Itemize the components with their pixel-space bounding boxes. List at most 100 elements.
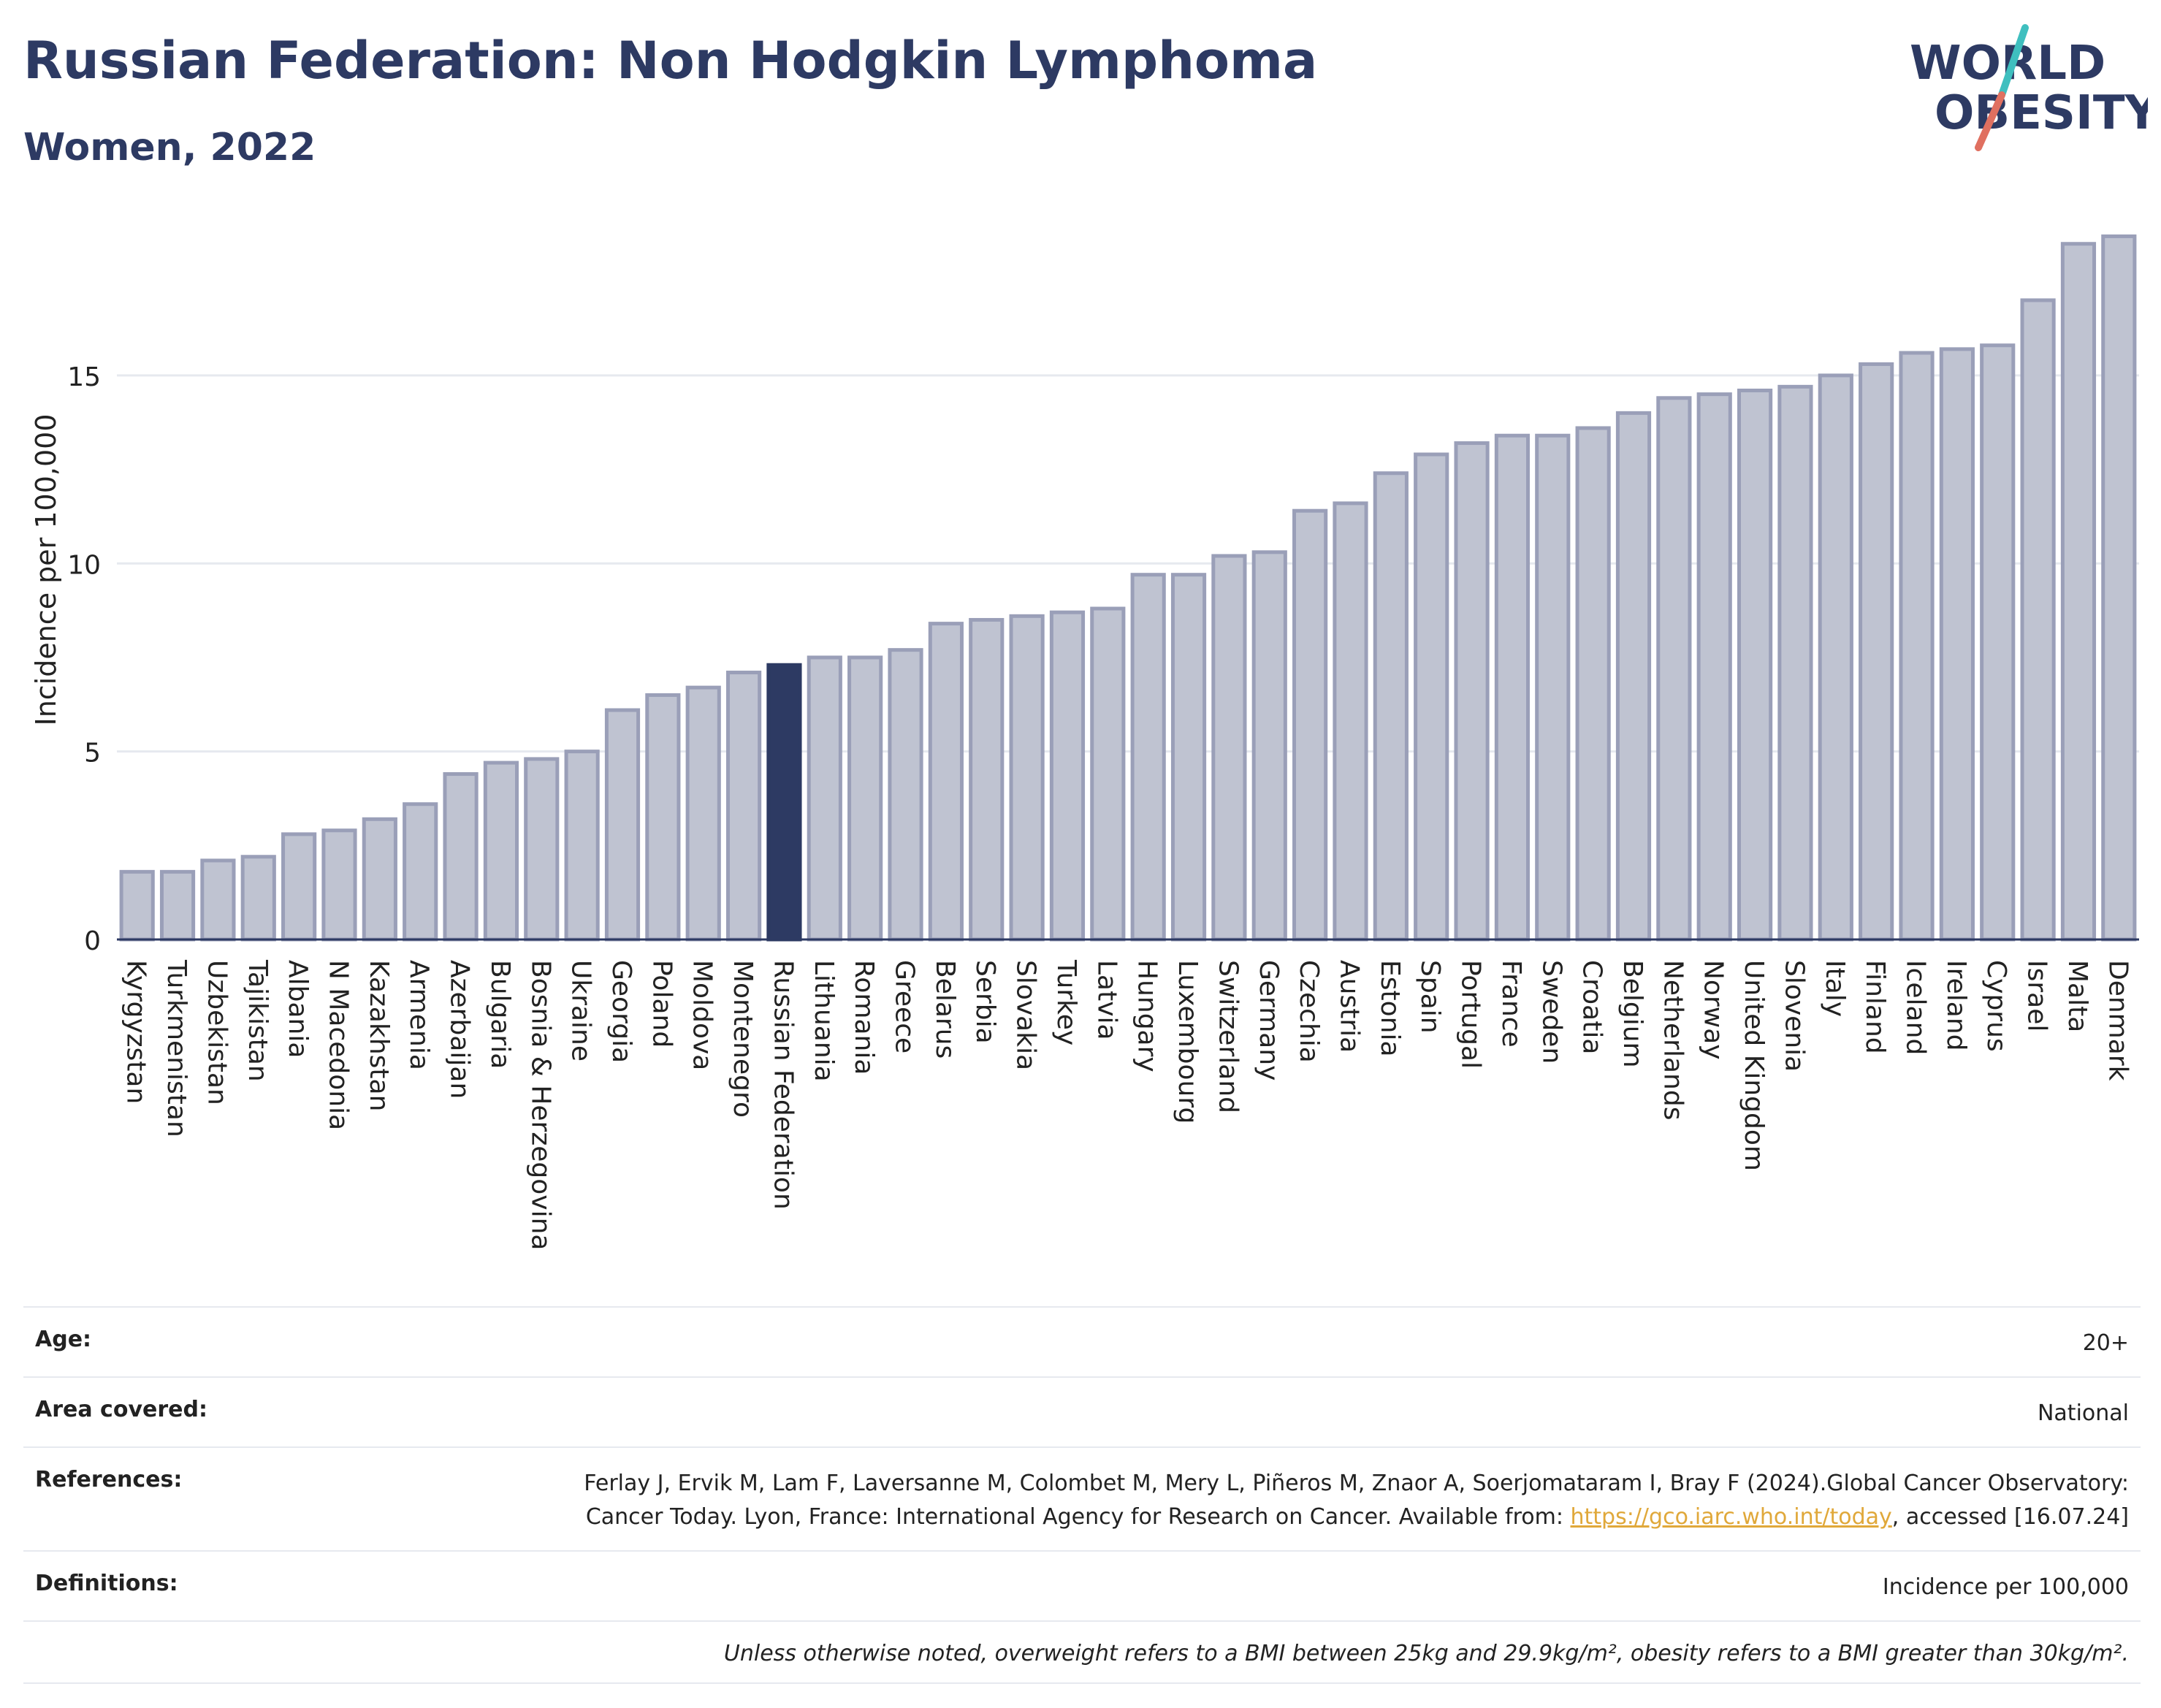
meta-value: 20+ <box>2082 1330 2129 1356</box>
bar-moldova <box>685 685 721 942</box>
bar-serbia <box>969 617 1005 942</box>
x-tick-label: Hungary <box>1132 960 1162 1072</box>
logo-line2: OBESITY <box>1935 86 2148 140</box>
bar-finland <box>1859 362 1894 942</box>
bar-azerbaijan <box>443 772 479 942</box>
x-tick-label: Finland <box>1860 960 1890 1054</box>
x-tick-label: Spain <box>1415 960 1445 1034</box>
meta-label: Area covered: <box>35 1397 207 1422</box>
meta-value: Ferlay J, Ervik M, Lam F, Laversanne M, … <box>584 1471 2129 1530</box>
x-tick-label: Kazakhstan <box>364 960 394 1111</box>
x-tick-label: Slovakia <box>1011 960 1041 1070</box>
x-tick-label: Sweden <box>1536 960 1566 1064</box>
logo-slash-coral <box>1975 91 2005 151</box>
bar-romania <box>847 655 883 942</box>
x-tick-label: Iceland <box>1901 960 1931 1055</box>
bar-spain <box>1414 452 1449 942</box>
x-tick-label: Poland <box>647 960 676 1048</box>
bar-united-kingdom <box>1737 388 1773 942</box>
meta-label: Age: <box>35 1327 92 1352</box>
x-tick-label: Luxembourg <box>1173 960 1203 1124</box>
x-tick-label: Lithuania <box>809 960 839 1082</box>
bar-belarus <box>928 622 964 942</box>
bar-turkey <box>1049 610 1086 942</box>
x-tick-labels: Kyrgyzstan Turkmenistan Uzbekistan Tajikist… <box>121 959 2133 1250</box>
x-tick-label: Slovenia <box>1779 960 1809 1072</box>
x-tick-label: Belarus <box>930 960 960 1059</box>
meta-value: National <box>2037 1400 2129 1426</box>
bar-norway <box>1696 392 1732 942</box>
x-tick-label: Switzerland <box>1213 960 1243 1113</box>
bar-albania <box>281 832 317 942</box>
bar-portugal <box>1454 441 1490 942</box>
x-tick-label: Italy <box>1820 960 1850 1017</box>
bar-luxembourg <box>1170 573 1207 942</box>
bar-czechia <box>1292 508 1328 942</box>
bar-cyprus <box>1980 343 2016 942</box>
x-tick-label: Germany <box>1254 960 1284 1080</box>
x-tick-label: Armenia <box>404 960 434 1070</box>
bar-ukraine <box>564 750 600 942</box>
bars <box>119 234 2137 942</box>
bar-switzerland <box>1211 554 1247 942</box>
x-tick-label: Georgia <box>606 960 636 1063</box>
x-tick-label: Romania <box>849 960 879 1075</box>
bar-chart: 0 5 10 15 Kyrgyzstan Turkmenistan Uzbekistan T… <box>30 234 2139 1250</box>
x-tick-label: Cyprus <box>1981 960 2011 1052</box>
bar-turkmenistan <box>159 869 196 942</box>
x-tick-label: United Kingdom <box>1739 960 1769 1171</box>
x-tick-label: Malta <box>2062 960 2092 1032</box>
world-obesity-logo: WORLD OBESITY <box>1910 24 2148 151</box>
x-tick-label: Ukraine <box>566 960 596 1061</box>
bar-israel <box>2020 298 2056 942</box>
bar-denmark <box>2101 234 2137 942</box>
bar-kazakhstan <box>362 817 397 942</box>
bar-hungary <box>1130 573 1166 942</box>
meta-label: Definitions: <box>35 1571 178 1596</box>
bar-belgium <box>1615 411 1652 942</box>
bar-montenegro <box>725 671 762 942</box>
bar-italy <box>1818 373 1853 942</box>
logo-slash-teal <box>1998 24 2029 99</box>
meta-row: Area covered: National <box>23 1376 2141 1446</box>
x-tick-label: Uzbekistan <box>202 960 232 1105</box>
bar-ireland <box>1939 347 1975 942</box>
x-tick-label: Serbia <box>970 960 1000 1044</box>
y-tick-label: 0 <box>84 926 101 956</box>
x-tick-label: Norway <box>1699 960 1729 1060</box>
bar-germany <box>1251 550 1287 942</box>
x-tick-label: Estonia <box>1375 960 1405 1057</box>
bar-latvia <box>1090 606 1126 942</box>
x-tick-label: Netherlands <box>1658 960 1688 1120</box>
x-tick-label: Israel <box>2022 960 2052 1032</box>
x-tick-label: Turkmenistan <box>161 959 191 1137</box>
bar-netherlands <box>1656 396 1692 942</box>
bar-poland <box>645 693 681 942</box>
x-tick-label: Albania <box>283 960 313 1058</box>
meta-value: Incidence per 100,000 <box>1882 1574 2129 1600</box>
bar-slovenia <box>1777 384 1813 942</box>
bar-bosnia-herzegovina <box>524 757 560 942</box>
y-tick-label: 10 <box>67 550 101 580</box>
bar-slovakia <box>1009 614 1045 942</box>
reference-link[interactable]: https://gco.iarc.who.int/today <box>1570 1504 1892 1530</box>
x-tick-label: Belgium <box>1617 960 1647 1068</box>
bar-iceland <box>1899 351 1935 942</box>
meta-row: Definitions: Incidence per 100,000 <box>23 1550 2141 1620</box>
bar-greece <box>888 648 923 942</box>
bar-austria <box>1333 501 1368 942</box>
x-tick-label: France <box>1496 960 1526 1048</box>
bar-tajikistan <box>240 855 276 942</box>
bmi-definition-note: Unless otherwise noted, overweight refer… <box>23 1620 2141 1684</box>
x-tick-label: Moldova <box>687 960 717 1070</box>
bar-russian-federation <box>766 663 802 942</box>
x-tick-label: Greece <box>890 960 920 1053</box>
x-tick-label: Bulgaria <box>485 960 515 1069</box>
x-tick-label: Portugal <box>1456 960 1486 1069</box>
y-tick-labels: 0 5 10 15 <box>67 362 101 956</box>
bar-sweden <box>1535 433 1571 942</box>
x-tick-label: Denmark <box>2103 960 2133 1081</box>
bar-armenia <box>403 802 438 942</box>
bar-france <box>1494 433 1531 942</box>
bar-croatia <box>1575 426 1611 942</box>
